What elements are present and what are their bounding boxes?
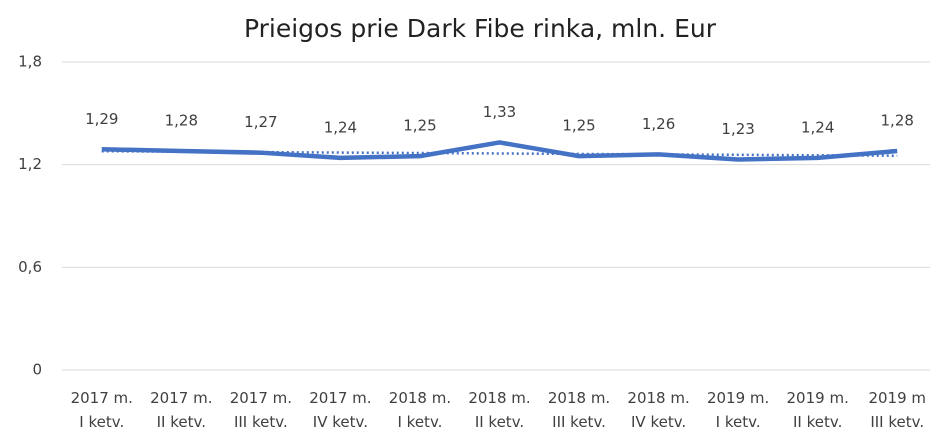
data-label: 1,25 — [562, 117, 595, 135]
x-tick-label-line: III ketv. — [870, 413, 924, 431]
data-label: 1,27 — [244, 113, 277, 131]
x-tick-label-line: II ketv. — [157, 413, 206, 431]
data-label: 1,24 — [801, 118, 834, 136]
data-label: 1,33 — [483, 103, 516, 121]
x-tick-label-line: 2017 m. — [150, 389, 212, 407]
x-tick-label: 2018 m. II ketv. — [468, 389, 530, 431]
y-tick-label: 0 — [32, 361, 42, 379]
data-label: 1,28 — [165, 111, 198, 129]
x-tick-label-line: 2018 m. — [389, 389, 451, 407]
x-tick-label: 2017 m. I ketv. — [71, 389, 133, 431]
data-label: 1,25 — [403, 117, 436, 135]
y-tick-label: 1,2 — [18, 155, 42, 173]
x-tick-label-line: I ketv. — [79, 413, 124, 431]
data-label: 1,29 — [85, 110, 118, 128]
x-tick-label: 2019 m III ketv. — [868, 389, 926, 431]
x-tick-label: 2018 m. I ketv. — [389, 389, 451, 431]
x-tick-label-line: 2018 m. — [468, 389, 530, 407]
x-tick-label-line: III ketv. — [552, 413, 606, 431]
y-tick-label: 0,6 — [18, 258, 42, 276]
x-tick-label-line: 2019 m. — [707, 389, 769, 407]
data-line — [101, 140, 898, 162]
x-tick-label-line: I ketv. — [716, 413, 761, 431]
x-tick-label-line: 2019 m — [868, 389, 926, 407]
data-label: 1,28 — [881, 111, 914, 129]
x-tick-label-line: IV ketv. — [631, 413, 686, 431]
x-tick-label-line: II ketv. — [793, 413, 842, 431]
x-tick-label: 2017 m. II ketv. — [150, 389, 212, 431]
x-tick-label-line: 2017 m. — [230, 389, 292, 407]
x-tick-label: 2017 m. III ketv. — [230, 389, 292, 431]
x-tick-label: 2018 m. IV ketv. — [627, 389, 689, 431]
data-label: 1,26 — [642, 115, 675, 133]
y-tick-label: 1,8 — [18, 53, 42, 71]
x-tick-label-line: I ketv. — [397, 413, 442, 431]
chart-title: Prieigos prie Dark Fibe rinka, mln. Eur — [244, 14, 717, 43]
x-tick-label-line: 2017 m. — [71, 389, 133, 407]
x-tick-label-line: III ketv. — [234, 413, 288, 431]
x-tick-label: 2017 m. IV ketv. — [309, 389, 371, 431]
data-label: 1,23 — [721, 120, 754, 138]
x-tick-label: 2019 m. I ketv. — [707, 389, 769, 431]
x-tick-label-line: IV ketv. — [313, 413, 368, 431]
data-label: 1,24 — [324, 118, 357, 136]
x-tick-label-line: 2018 m. — [548, 389, 610, 407]
x-tick-label-line: 2018 m. — [627, 389, 689, 407]
x-tick-label-line: II ketv. — [475, 413, 524, 431]
x-tick-label-line: 2019 m. — [787, 389, 849, 407]
x-tick-label: 2018 m. III ketv. — [548, 389, 610, 431]
x-tick-label-line: 2017 m. — [309, 389, 371, 407]
x-tick-label: 2019 m. II ketv. — [787, 389, 849, 431]
